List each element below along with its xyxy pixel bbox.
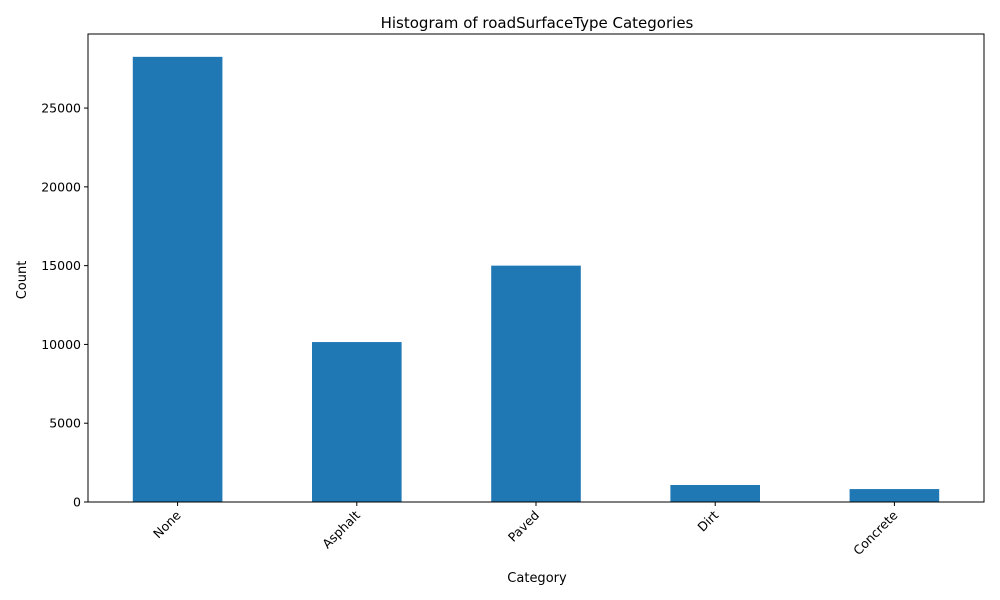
y-tick-label: 0 xyxy=(73,495,81,510)
bar-paved xyxy=(491,265,581,502)
bar-none xyxy=(132,56,223,503)
x-tick-label: Asphalt xyxy=(319,507,363,551)
bar-dirt xyxy=(670,484,760,502)
bar-asphalt xyxy=(312,342,402,502)
y-tick-label: 5000 xyxy=(49,416,81,431)
y-tick-label: 15000 xyxy=(41,258,81,273)
y-tick-label: 25000 xyxy=(41,101,81,116)
x-axis: None Asphalt Paved Dirt Concrete xyxy=(150,502,901,558)
plot-frame xyxy=(87,33,985,503)
bar-series xyxy=(132,56,940,503)
bar-concrete xyxy=(849,489,940,502)
y-axis: 0 5000 10000 15000 20000 25000 xyxy=(41,101,88,510)
y-tick-label: 20000 xyxy=(41,179,81,194)
y-axis-label: Count xyxy=(15,261,30,300)
x-tick-label: Concrete xyxy=(850,507,901,558)
x-tick-label: Paved xyxy=(505,508,542,545)
x-tick-label: Dirt xyxy=(694,507,721,534)
y-tick-label: 10000 xyxy=(41,337,81,352)
chart-title: Histogram of roadSurfaceType Categories xyxy=(381,14,694,32)
x-tick-label: None xyxy=(150,507,184,541)
x-axis-label: Category xyxy=(507,571,567,586)
